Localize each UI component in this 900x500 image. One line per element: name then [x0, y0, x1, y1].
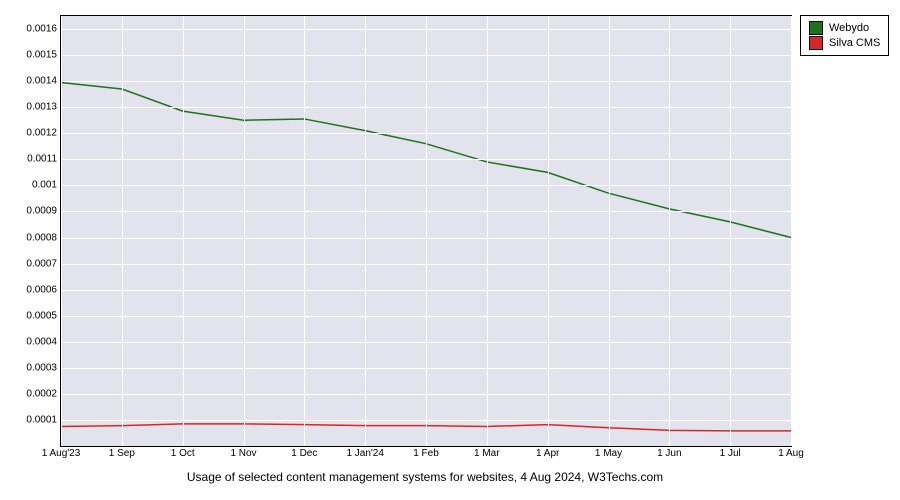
x-tick-label: 1 Dec: [291, 448, 317, 459]
grid-line-vertical: [244, 16, 245, 446]
grid-line-vertical: [61, 16, 62, 446]
plot-area: 0.00010.00020.00030.00040.00050.00060.00…: [60, 15, 792, 447]
x-tick-label: 1 Sep: [109, 448, 135, 459]
grid-line-vertical: [669, 16, 670, 446]
chart-caption: Usage of selected content management sys…: [60, 470, 790, 484]
x-tick-label: 1 Jun: [657, 448, 681, 459]
y-tick-label: 0.0014: [26, 76, 57, 87]
grid-line-vertical: [609, 16, 610, 446]
x-tick-label: 1 Feb: [413, 448, 439, 459]
y-tick-label: 0.0013: [26, 102, 57, 113]
grid-line-vertical: [791, 16, 792, 446]
y-tick-label: 0.0008: [26, 232, 57, 243]
x-tick-label: 1 Jan'24: [346, 448, 384, 459]
legend-item: Webydo: [809, 21, 880, 35]
grid-line-vertical: [365, 16, 366, 446]
legend-item: Silva CMS: [809, 36, 880, 50]
grid-line-vertical: [122, 16, 123, 446]
grid-line-vertical: [183, 16, 184, 446]
chart-container: 0.0001 0.0002 0.0003 0.0004 0.0005 0.0006 0.00…: [10, 10, 890, 490]
legend-label: Webydo: [829, 22, 869, 34]
x-tick-label: 1 Mar: [474, 448, 500, 459]
y-tick-label: 0.0016: [26, 24, 57, 35]
x-tick-label: 1 Oct: [171, 448, 195, 459]
legend: Webydo Silva CMS: [800, 15, 889, 56]
y-tick-label: 0.0003: [26, 362, 57, 373]
x-tick-label: 1 Nov: [230, 448, 256, 459]
grid-line-vertical: [426, 16, 427, 446]
x-tick-label: 1 Jul: [720, 448, 741, 459]
y-tick-label: 0.0015: [26, 50, 57, 61]
grid-line-vertical: [548, 16, 549, 446]
x-tick-label: 1 May: [595, 448, 622, 459]
grid-line-vertical: [304, 16, 305, 446]
y-tick-label: 0.0002: [26, 388, 57, 399]
y-tick-label: 0.0001: [26, 414, 57, 425]
y-tick-label: 0.0009: [26, 206, 57, 217]
y-tick-label: 0.0012: [26, 128, 57, 139]
y-tick-label: 0.001: [32, 180, 57, 191]
y-tick-label: 0.0005: [26, 310, 57, 321]
y-tick-label: 0.0007: [26, 258, 57, 269]
x-tick-label: 1 Aug'23: [42, 448, 81, 459]
grid-line-vertical: [487, 16, 488, 446]
legend-swatch: [809, 21, 823, 35]
y-tick-label: 0.0004: [26, 336, 57, 347]
caption-text: Usage of selected content management sys…: [187, 470, 663, 484]
grid-line-vertical: [730, 16, 731, 446]
y-tick-label: 0.0006: [26, 284, 57, 295]
legend-label: Silva CMS: [829, 37, 880, 49]
x-tick-label: 1 Apr: [536, 448, 559, 459]
y-tick-label: 0.0011: [27, 154, 57, 165]
legend-swatch: [809, 36, 823, 50]
x-tick-label: 1 Aug: [778, 448, 804, 459]
